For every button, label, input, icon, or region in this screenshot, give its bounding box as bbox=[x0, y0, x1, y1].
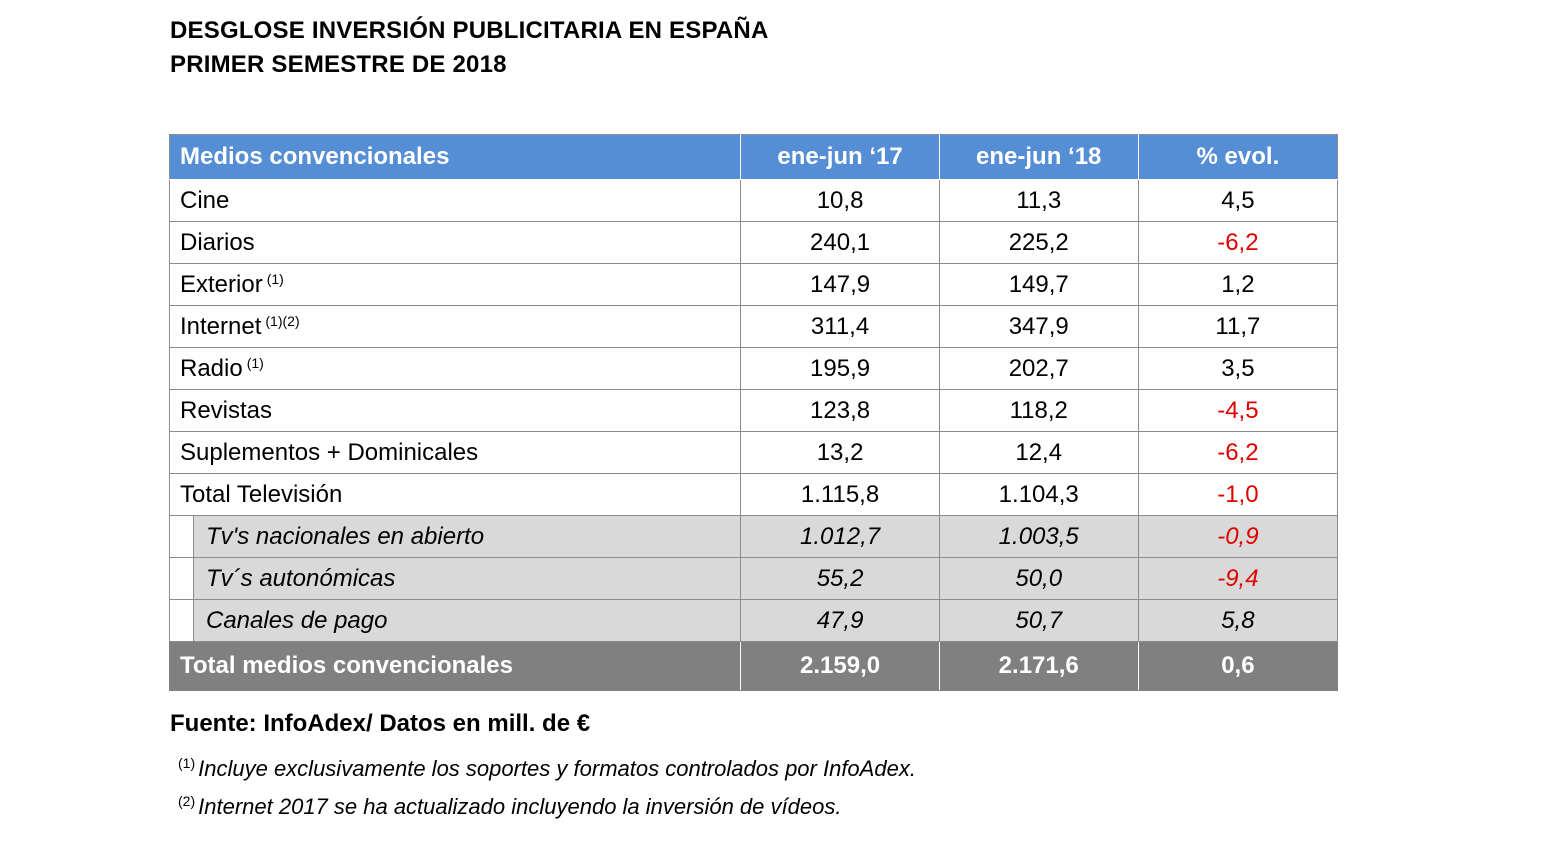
table-row: Revistas 123,8 118,2 -4,5 bbox=[168, 389, 1339, 432]
title-line-2: PRIMER SEMESTRE DE 2018 bbox=[170, 51, 507, 78]
value-evolution: 3,5 bbox=[1137, 347, 1339, 390]
value-2018: 118,2 bbox=[938, 389, 1139, 432]
value-2017: 311,4 bbox=[740, 305, 940, 348]
table-row: Internet (1)(2) 311,4 347,9 11,7 bbox=[168, 305, 1339, 348]
subrow-label: Tv´s autonómicas bbox=[206, 564, 396, 592]
value-2017: 13,2 bbox=[740, 431, 940, 474]
subrow-label-cell: Tv's nacionales en abierto bbox=[168, 515, 742, 558]
footnote-1-mark: (1) bbox=[178, 755, 196, 771]
subrow-label: Canales de pago bbox=[206, 606, 388, 634]
footnote-1-text: Incluye exclusivamente los soportes y fo… bbox=[198, 756, 916, 781]
value-2018: 12,4 bbox=[938, 431, 1139, 474]
title-line-1: DESGLOSE INVERSIÓN PUBLICITARIA EN ESPAÑ… bbox=[170, 17, 769, 44]
value-evolution: -4,5 bbox=[1137, 389, 1339, 432]
table-header-row: Medios convencionales ene-jun ‘17 ene-ju… bbox=[168, 134, 1339, 180]
row-label: Suplementos + Dominicales bbox=[168, 431, 742, 474]
value-evolution: 1,2 bbox=[1137, 263, 1339, 306]
table-total-row: Total medios convencionales 2.159,0 2.17… bbox=[168, 641, 1339, 691]
value-2017: 1.115,8 bbox=[740, 473, 940, 516]
row-label: Internet (1)(2) bbox=[168, 305, 742, 348]
value-2018: 1.003,5 bbox=[938, 515, 1139, 558]
subrow-label: Tv's nacionales en abierto bbox=[206, 522, 485, 550]
table-row: Cine 10,8 11,3 4,5 bbox=[168, 179, 1339, 222]
value-evolution: 5,8 bbox=[1137, 599, 1339, 642]
value-2018: 50,7 bbox=[938, 599, 1139, 642]
footnote-marker: (1) bbox=[246, 354, 264, 371]
investment-table: Medios convencionales ene-jun ‘17 ene-ju… bbox=[168, 134, 1339, 691]
value-2018: 50,0 bbox=[938, 557, 1139, 600]
value-evolution: 11,7 bbox=[1137, 305, 1339, 348]
value-2017: 47,9 bbox=[740, 599, 940, 642]
header-evolution: % evol. bbox=[1137, 134, 1339, 180]
header-medios: Medios convencionales bbox=[168, 134, 742, 180]
footnote-2-text: Internet 2017 se ha actualizado incluyen… bbox=[198, 794, 842, 819]
value-2017: 1.012,7 bbox=[740, 515, 940, 558]
row-label: Exterior (1) bbox=[168, 263, 742, 306]
value-2018: 11,3 bbox=[938, 179, 1139, 222]
table-row: Total Televisión 1.115,8 1.104,3 -1,0 bbox=[168, 473, 1339, 516]
value-2018: 225,2 bbox=[938, 221, 1139, 264]
table-subrow: Tv´s autonómicas 55,2 50,0 -9,4 bbox=[168, 557, 1339, 600]
row-label: Diarios bbox=[168, 221, 742, 264]
value-2017: 123,8 bbox=[740, 389, 940, 432]
source-note: Fuente: InfoAdex/ Datos en mill. de € bbox=[170, 710, 591, 737]
row-label: Cine bbox=[168, 179, 742, 222]
subrow-label-cell: Canales de pago bbox=[168, 599, 742, 642]
row-label: Total Televisión bbox=[168, 473, 742, 516]
subrow-label-cell: Tv´s autonómicas bbox=[168, 557, 742, 600]
total-label: Total medios convencionales bbox=[168, 641, 742, 691]
total-evolution: 0,6 bbox=[1137, 641, 1339, 691]
value-2017: 147,9 bbox=[740, 263, 940, 306]
footnote-marker: (1)(2) bbox=[265, 312, 300, 329]
value-evolution: -9,4 bbox=[1137, 557, 1339, 600]
footnote-1: (1) Incluye exclusivamente los soportes y… bbox=[178, 747, 916, 785]
table-row: Exterior (1) 147,9 149,7 1,2 bbox=[168, 263, 1339, 306]
value-evolution: -6,2 bbox=[1137, 221, 1339, 264]
value-2017: 10,8 bbox=[740, 179, 940, 222]
total-2017: 2.159,0 bbox=[740, 641, 940, 691]
value-2017: 55,2 bbox=[740, 557, 940, 600]
table-subrow: Tv's nacionales en abierto 1.012,7 1.003… bbox=[168, 515, 1339, 558]
table-row: Suplementos + Dominicales 13,2 12,4 -6,2 bbox=[168, 431, 1339, 474]
value-2017: 195,9 bbox=[740, 347, 940, 390]
value-2018: 202,7 bbox=[938, 347, 1139, 390]
value-evolution: -6,2 bbox=[1137, 431, 1339, 474]
page-title: DESGLOSE INVERSIÓN PUBLICITARIA EN ESPAÑ… bbox=[170, 14, 769, 82]
header-2018: ene-jun ‘18 bbox=[938, 134, 1139, 180]
value-2018: 1.104,3 bbox=[938, 473, 1139, 516]
table-row: Diarios 240,1 225,2 -6,2 bbox=[168, 221, 1339, 264]
table-subrow: Canales de pago 47,9 50,7 5,8 bbox=[168, 599, 1339, 642]
row-label: Revistas bbox=[168, 389, 742, 432]
value-2018: 347,9 bbox=[938, 305, 1139, 348]
row-label: Radio (1) bbox=[168, 347, 742, 390]
table-row: Radio (1) 195,9 202,7 3,5 bbox=[168, 347, 1339, 390]
value-evolution: -0,9 bbox=[1137, 515, 1339, 558]
header-2017: ene-jun ‘17 bbox=[740, 134, 940, 180]
footnote-2: (2) Internet 2017 se ha actualizado inclu… bbox=[178, 785, 916, 823]
footnote-marker: (1) bbox=[266, 270, 284, 287]
value-evolution: 4,5 bbox=[1137, 179, 1339, 222]
value-evolution: -1,0 bbox=[1137, 473, 1339, 516]
value-2017: 240,1 bbox=[740, 221, 940, 264]
footnote-2-mark: (2) bbox=[178, 793, 196, 809]
footnotes: (1) Incluye exclusivamente los soportes y… bbox=[178, 747, 916, 823]
total-2018: 2.171,6 bbox=[938, 641, 1139, 691]
value-2018: 149,7 bbox=[938, 263, 1139, 306]
